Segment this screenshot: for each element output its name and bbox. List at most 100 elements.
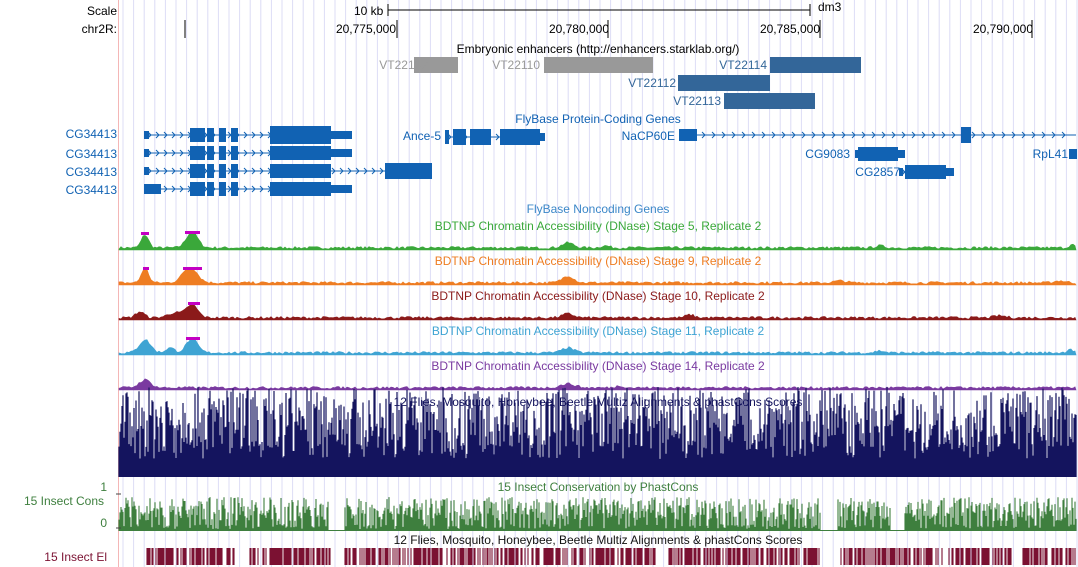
strand-arrow [801, 131, 806, 139]
enhancer-label[interactable]: VT22110 [492, 58, 540, 72]
strand-arrow [951, 131, 956, 139]
enhancer-label[interactable]: VT22114 [719, 58, 767, 72]
strand-arrow [243, 167, 248, 175]
strand-arrow [171, 185, 176, 193]
dnase-track-title[interactable]: BDTNP Chromatin Accessibility (DNase) St… [434, 219, 762, 233]
dnase-track-title[interactable]: BDTNP Chromatin Accessibility (DNase) St… [434, 254, 762, 268]
peak-cap [143, 267, 149, 270]
cons-side-label[interactable]: 15 Insect Cons [23, 494, 104, 508]
exon [855, 150, 858, 158]
exon [946, 168, 954, 176]
exon [190, 128, 205, 142]
peak-cap [183, 267, 202, 270]
strand-arrow [259, 149, 264, 157]
el-track-title[interactable]: 12 Flies, Mosquito, Honeybee, Beetle Mul… [393, 533, 803, 547]
gene-label[interactable]: CG34413 [65, 127, 117, 141]
strand-arrow [821, 131, 826, 139]
cons-bars [118, 497, 1077, 531]
enhancer-box [414, 57, 458, 73]
strand-arrow [841, 131, 846, 139]
exon [385, 163, 432, 179]
exon [207, 146, 214, 160]
exon [270, 164, 331, 178]
gene-label[interactable]: CG34413 [65, 147, 117, 161]
exon [231, 146, 238, 160]
strand-arrow [331, 167, 336, 175]
strand-arrow [179, 149, 184, 157]
exon [331, 185, 352, 193]
strand-arrow [171, 131, 176, 139]
exon [219, 146, 226, 160]
strand-arrow [1021, 131, 1026, 139]
gene-label[interactable]: NaCP60E [621, 129, 675, 143]
exon [331, 149, 352, 157]
exon [500, 129, 540, 145]
cons-track-title[interactable]: 15 Insect Conservation by PhastCons [497, 480, 699, 494]
strand-arrow [371, 167, 376, 175]
strand-arrow [163, 185, 168, 193]
exon [190, 164, 205, 178]
strand-arrow [881, 131, 886, 139]
tick-label: 20,790,000 [972, 22, 1033, 36]
enhancer-box [544, 57, 653, 73]
dnase-track-title[interactable]: BDTNP Chromatin Accessibility (DNase) St… [431, 324, 765, 338]
strand-arrow [363, 167, 368, 175]
strand-arrow [1031, 131, 1036, 139]
gene-label[interactable]: RpL41 [1032, 147, 1068, 161]
gene-label[interactable]: CG9083 [805, 147, 850, 161]
strand-arrow [971, 131, 976, 139]
strand-arrow [155, 131, 160, 139]
strand-arrow [179, 131, 184, 139]
strand-arrow [171, 167, 176, 175]
exon [270, 182, 331, 196]
el-side-label[interactable]: 15 Insect El [44, 550, 107, 564]
exon [270, 126, 331, 144]
peak-cap [141, 232, 149, 235]
gene-label[interactable]: Ance-5 [402, 129, 441, 143]
strand-arrow [731, 131, 736, 139]
protein-coding-track-title[interactable]: FlyBase Protein-Coding Genes [515, 112, 681, 126]
strand-arrow [379, 167, 384, 175]
enhancer-box [770, 57, 861, 73]
dnase-track-title[interactable]: BDTNP Chromatin Accessibility (DNase) St… [431, 359, 765, 373]
dnase-stage11-signal [118, 337, 1077, 356]
strand-arrow [163, 131, 168, 139]
peak-cap [185, 231, 200, 234]
enhancer-label[interactable]: VT22109 [379, 58, 428, 72]
gene-label[interactable]: CG2857 [855, 165, 900, 179]
strand-arrow [259, 167, 264, 175]
exon [219, 164, 226, 178]
strand-arrow [901, 131, 906, 139]
cons-axis-max: 1 [100, 480, 107, 494]
exon [899, 168, 903, 176]
exon [207, 164, 214, 178]
gene-label[interactable]: CG34413 [65, 165, 117, 179]
enhancers-track-title[interactable]: Embryonic enhancers (http://enhancers.st… [456, 42, 740, 56]
multiz-bars [118, 387, 1077, 477]
strand-arrow [811, 131, 816, 139]
strand-arrow [339, 167, 344, 175]
enhancer-label[interactable]: VT22112 [628, 76, 676, 90]
strand-arrow [911, 131, 916, 139]
exon [961, 127, 971, 143]
strand-arrow [991, 131, 996, 139]
strand-arrow [1001, 131, 1006, 139]
strand-arrow [259, 185, 264, 193]
enhancer-label[interactable]: VT22113 [673, 94, 721, 108]
gene-label[interactable]: CG34413 [65, 183, 117, 197]
strand-arrow [831, 131, 836, 139]
strand-arrow [163, 149, 168, 157]
strand-arrow [871, 131, 876, 139]
exon [207, 182, 214, 196]
strand-arrow [701, 131, 706, 139]
strand-arrow [163, 167, 168, 175]
strand-arrow [721, 131, 726, 139]
strand-arrow [1011, 131, 1016, 139]
exon [219, 182, 226, 196]
strand-arrow [921, 131, 926, 139]
dnase-track-title[interactable]: BDTNP Chromatin Accessibility (DNase) St… [431, 289, 765, 303]
noncoding-track-title[interactable]: FlyBase Noncoding Genes [526, 202, 670, 216]
multiz-track-title[interactable]: 12 Flies, Mosquito, Honeybee, Beetle Mul… [393, 395, 803, 409]
exon [445, 130, 449, 144]
